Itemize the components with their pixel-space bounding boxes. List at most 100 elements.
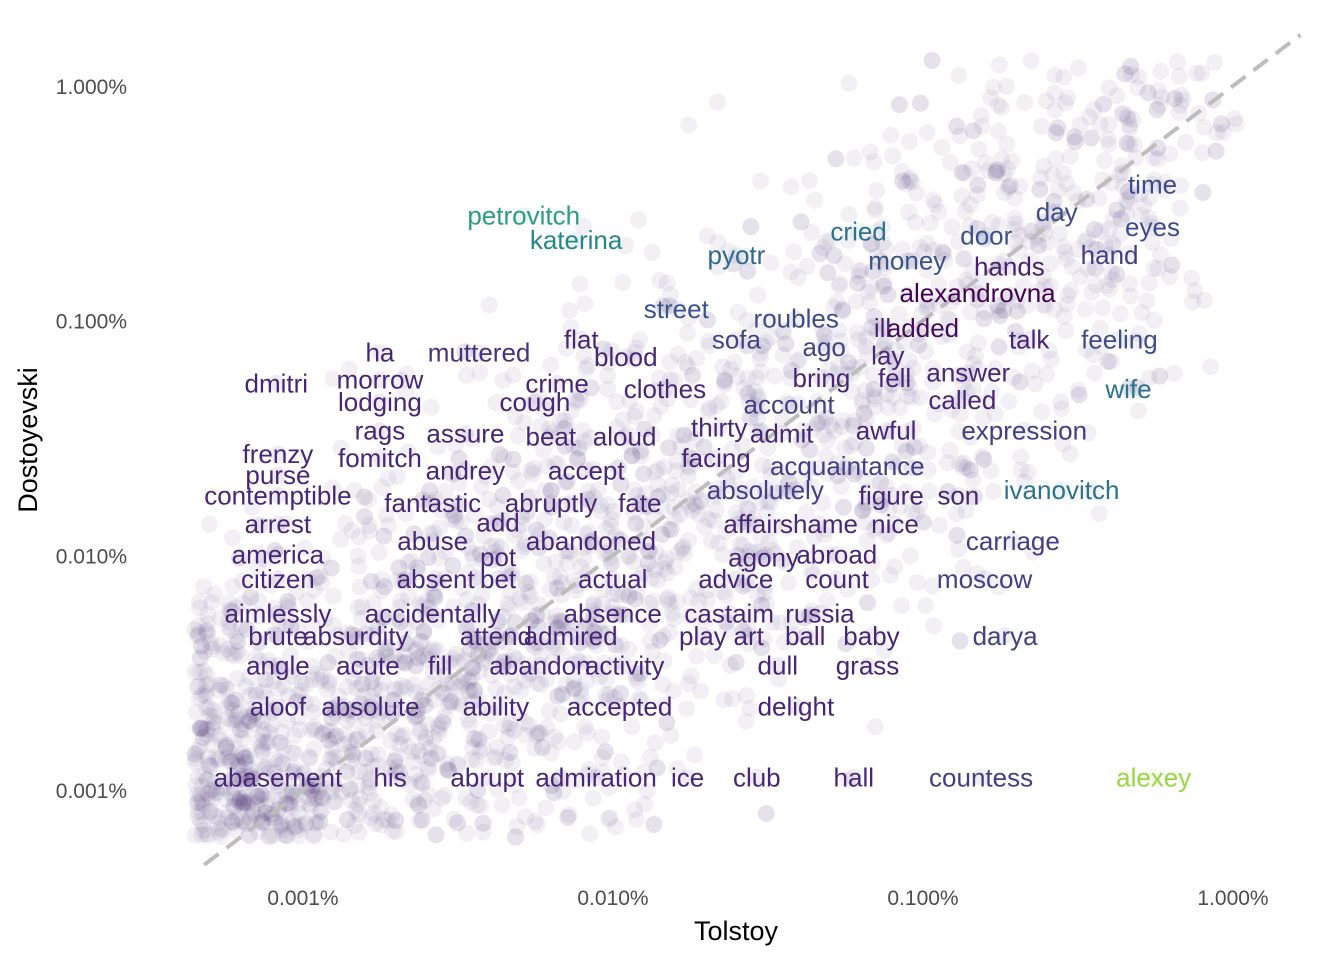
data-point (749, 409, 767, 427)
data-point (393, 677, 411, 695)
data-point (794, 421, 812, 439)
data-point (793, 431, 811, 449)
data-point (933, 138, 951, 156)
data-point (679, 358, 697, 376)
data-point (904, 459, 922, 477)
data-point (649, 488, 667, 506)
data-point (470, 662, 488, 680)
data-point (590, 614, 608, 632)
data-point (555, 412, 573, 430)
word-label-america: america (232, 539, 325, 569)
data-point (301, 749, 319, 767)
word-point-count (828, 570, 846, 588)
data-point (1128, 379, 1146, 397)
data-point (391, 598, 409, 616)
data-point (561, 302, 579, 320)
data-point (680, 116, 698, 134)
data-point (1113, 157, 1131, 175)
data-point (661, 624, 678, 641)
data-point (593, 749, 611, 767)
data-point (407, 766, 424, 783)
data-point (829, 454, 847, 472)
data-point (1078, 341, 1095, 359)
data-point (279, 811, 297, 829)
data-point (391, 653, 409, 671)
data-point (713, 358, 731, 376)
data-point (311, 813, 329, 831)
data-point (659, 390, 677, 408)
data-point (607, 818, 624, 836)
data-point (958, 459, 976, 477)
data-point (195, 643, 213, 660)
data-point (931, 395, 949, 413)
word-point-talk (1020, 331, 1038, 349)
data-point (883, 375, 901, 393)
data-point (251, 517, 269, 534)
data-point (370, 704, 388, 722)
data-point (740, 635, 757, 653)
word-point-purse (269, 466, 287, 484)
data-point (266, 542, 284, 560)
data-point (429, 745, 447, 762)
data-point (199, 749, 217, 767)
data-point (363, 674, 381, 691)
data-point (575, 432, 593, 450)
word-point-grass (859, 657, 876, 675)
word-label-ice: ice (671, 763, 704, 793)
data-point (1024, 543, 1042, 561)
data-point (271, 660, 289, 678)
data-point (283, 668, 301, 685)
data-point (772, 614, 790, 632)
data-point (194, 729, 212, 747)
data-point (540, 702, 558, 720)
data-point (497, 751, 515, 769)
data-point (866, 198, 884, 216)
data-point (1202, 358, 1219, 376)
data-point (366, 680, 384, 698)
data-point (716, 372, 734, 390)
data-point (442, 501, 460, 519)
data-point (251, 652, 269, 670)
data-point (635, 564, 653, 582)
data-point (410, 796, 428, 814)
data-point (538, 718, 556, 736)
data-point (645, 815, 663, 833)
data-point (346, 801, 364, 819)
data-point (1047, 150, 1065, 168)
word-label-admiration: admiration (535, 763, 656, 793)
data-point (1135, 197, 1153, 214)
data-point (377, 644, 394, 662)
data-point (249, 710, 266, 728)
word-label-accidentally: accidentally (365, 599, 501, 629)
data-point (575, 538, 593, 556)
data-point (585, 623, 603, 641)
data-point (735, 379, 753, 397)
data-point (199, 626, 216, 643)
data-point (990, 302, 1008, 320)
data-point (919, 235, 936, 253)
data-point (234, 745, 252, 762)
data-point (1171, 199, 1189, 217)
data-point (917, 343, 935, 360)
data-point (419, 549, 437, 567)
word-point-morrow (371, 371, 389, 389)
data-point (203, 781, 221, 799)
data-point (716, 372, 734, 390)
data-point (231, 793, 248, 811)
data-point (460, 673, 478, 691)
data-point (200, 803, 218, 821)
data-point (986, 162, 1004, 180)
data-point (472, 797, 490, 815)
data-point (969, 290, 987, 308)
data-point (686, 746, 704, 764)
data-point (675, 426, 693, 444)
data-point (217, 773, 235, 791)
word-label-ill: ill (874, 313, 891, 343)
data-point (779, 486, 797, 504)
word-point-abasement (269, 769, 287, 786)
data-point (225, 780, 243, 798)
data-point (570, 653, 588, 671)
data-point (227, 711, 245, 729)
data-point (662, 286, 679, 304)
data-point (509, 427, 527, 445)
